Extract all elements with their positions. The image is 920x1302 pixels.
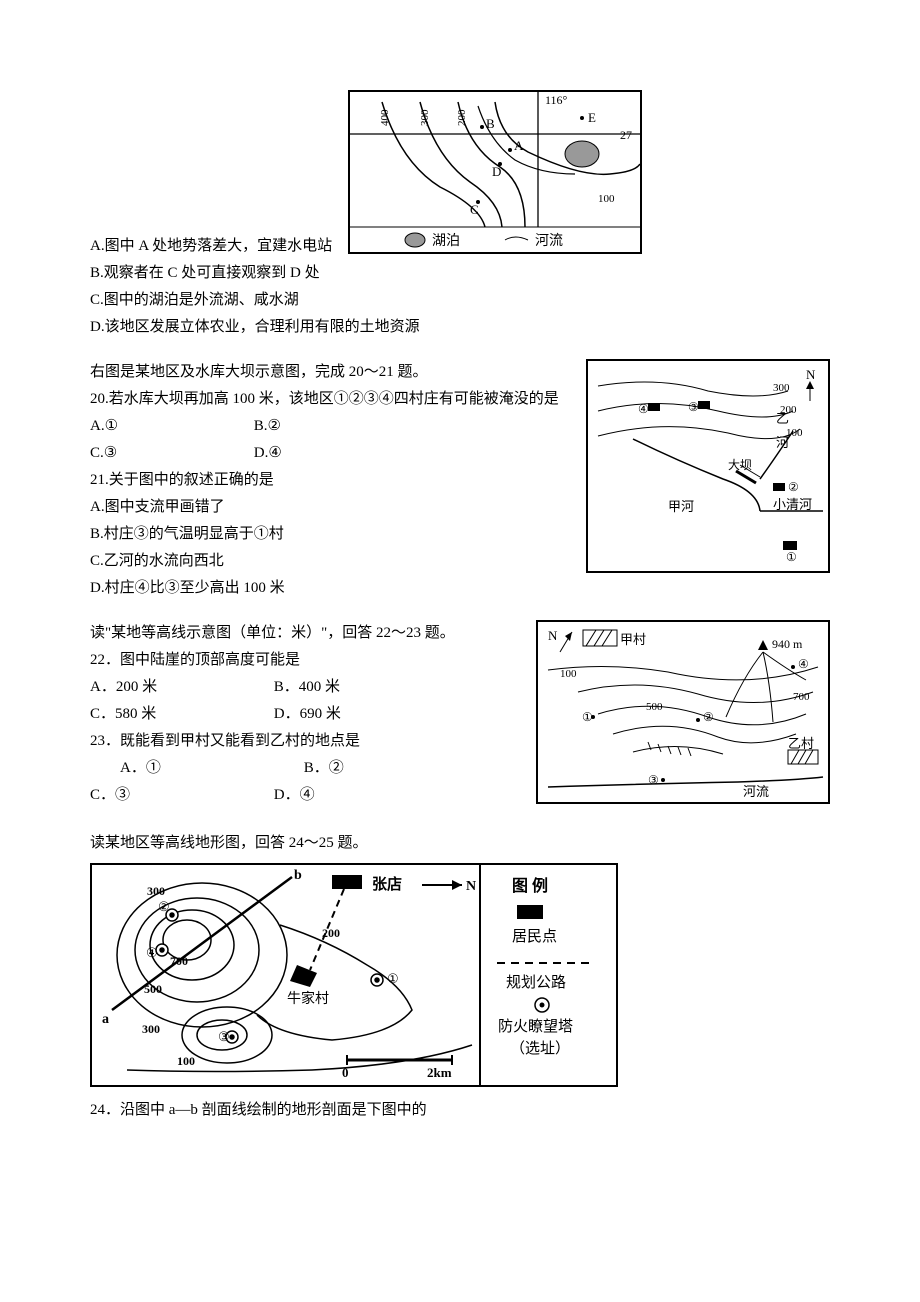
- svg-text:b: b: [294, 868, 302, 883]
- svg-text:N: N: [806, 367, 816, 382]
- svg-text:N: N: [548, 628, 558, 643]
- svg-text:防火瞭望塔: 防火瞭望塔: [498, 1018, 573, 1035]
- point-e-label: E: [588, 110, 596, 125]
- q23-opt-a: A．①: [90, 755, 300, 782]
- svg-text:大坝: 大坝: [728, 458, 752, 472]
- svg-text:N: N: [466, 879, 476, 894]
- svg-text:①: ①: [582, 710, 593, 724]
- figure-19-wrapper: A.图中 A 处地势落差大，宜建水电站 116° E 27: [90, 90, 830, 341]
- contour-villages-icon: N 甲村 940 m 100: [538, 622, 828, 802]
- svg-text:C: C: [470, 202, 479, 217]
- dam-map-icon: N 300 200 100 ④ ③ 乙 河 大坝 ②: [588, 361, 828, 571]
- svg-text:甲河: 甲河: [668, 499, 694, 514]
- figure-20: N 300 200 100 ④ ③ 乙 河 大坝 ②: [586, 359, 830, 573]
- svg-text:居民点: 居民点: [512, 928, 557, 945]
- svg-text:③: ③: [648, 773, 659, 787]
- svg-text:940 m: 940 m: [772, 637, 803, 651]
- svg-text:500: 500: [646, 701, 663, 713]
- svg-text:B: B: [486, 116, 495, 131]
- svg-text:300: 300: [773, 382, 790, 394]
- q23-opt-c: C．③: [90, 782, 270, 809]
- q22-opt-d: D．690 米: [274, 706, 341, 722]
- svg-text:河流: 河流: [743, 784, 769, 799]
- svg-text:500: 500: [144, 982, 162, 996]
- lat-label: 27: [620, 128, 632, 142]
- q22-opt-b: B．400 米: [274, 679, 340, 695]
- svg-text:D: D: [492, 164, 501, 179]
- svg-text:③: ③: [218, 1029, 230, 1044]
- svg-text:700: 700: [170, 954, 188, 968]
- q20-opt-a: A.①: [90, 413, 250, 440]
- terrain-map-icon: a b 张店 N 牛家村 ② ④ ① ③: [92, 865, 612, 1085]
- svg-text:牛家村: 牛家村: [287, 990, 329, 1007]
- svg-text:②: ②: [703, 710, 714, 724]
- svg-text:（选址）: （选址）: [510, 1040, 570, 1057]
- svg-text:700: 700: [793, 691, 810, 703]
- q20-opt-c: C.③: [90, 440, 250, 467]
- section-22-23: N 甲村 940 m 100: [90, 620, 830, 812]
- svg-text:规划公路: 规划公路: [506, 974, 566, 991]
- svg-text:③: ③: [688, 400, 699, 414]
- svg-text:400: 400: [379, 109, 391, 126]
- q19-opt-b: B.观察者在 C 处可直接观察到 D 处: [90, 260, 830, 287]
- section-24-25: 读某地区等高线地形图，回答 24～25 题。 a b 张店: [90, 830, 830, 1124]
- svg-text:小清河: 小清河: [773, 497, 812, 512]
- q19-opt-c: C.图中的湖泊是外流湖、咸水湖: [90, 287, 830, 314]
- svg-text:300: 300: [147, 884, 165, 898]
- contour-map-icon: 116° E 27 400 300 200 100: [350, 92, 640, 252]
- svg-text:②: ②: [158, 899, 170, 914]
- svg-text:0: 0: [342, 1065, 349, 1080]
- svg-text:300: 300: [142, 1022, 160, 1036]
- section-20-21: N 300 200 100 ④ ③ 乙 河 大坝 ②: [90, 359, 830, 602]
- q22-opt-a: A．200 米: [90, 674, 270, 701]
- svg-text:④: ④: [638, 402, 649, 416]
- svg-text:河流: 河流: [535, 233, 563, 249]
- svg-text:乙村: 乙村: [788, 736, 814, 751]
- q22-opt-c: C．580 米: [90, 701, 270, 728]
- q21-opt-d: D.村庄④比③至少高出 100 米: [90, 575, 830, 602]
- figure-24: a b 张店 N 牛家村 ② ④ ① ③: [90, 863, 618, 1087]
- sec24-intro: 读某地区等高线地形图，回答 24～25 题。: [90, 830, 830, 857]
- svg-text:图 例: 图 例: [512, 876, 548, 895]
- q23-opt-b: B．②: [304, 760, 344, 776]
- svg-text:②: ②: [788, 480, 799, 494]
- svg-text:①: ①: [786, 550, 797, 564]
- q20-opt-d: D.④: [254, 445, 282, 461]
- svg-text:甲村: 甲村: [620, 632, 646, 647]
- figure-19: 116° E 27 400 300 200 100: [348, 90, 642, 254]
- svg-text:100: 100: [560, 668, 577, 680]
- svg-text:a: a: [102, 1012, 109, 1027]
- svg-text:④: ④: [146, 945, 158, 960]
- svg-text:①: ①: [387, 971, 399, 986]
- svg-text:湖泊: 湖泊: [432, 233, 460, 249]
- svg-text:300: 300: [419, 109, 431, 126]
- lon-label: 116°: [545, 93, 568, 107]
- svg-text:2km: 2km: [427, 1065, 452, 1080]
- svg-text:张店: 张店: [372, 875, 402, 893]
- figure-22: N 甲村 940 m 100: [536, 620, 830, 804]
- svg-text:200: 200: [456, 109, 468, 126]
- svg-text:200: 200: [322, 926, 340, 940]
- q19-opt-d: D.该地区发展立体农业，合理利用有限的土地资源: [90, 314, 830, 341]
- svg-text:A: A: [514, 138, 524, 153]
- q20-opt-b: B.②: [254, 418, 281, 434]
- svg-text:④: ④: [798, 657, 809, 671]
- q23-opt-d: D．④: [274, 787, 315, 803]
- q24-stem: 24．沿图中 a—b 剖面线绘制的地形剖面是下图中的: [90, 1097, 830, 1124]
- svg-text:100: 100: [598, 193, 615, 205]
- svg-text:乙: 乙: [776, 411, 789, 426]
- svg-text:100: 100: [177, 1054, 195, 1068]
- q19-opt-a: A.图中 A 处地势落差大，宜建水电站: [90, 233, 340, 260]
